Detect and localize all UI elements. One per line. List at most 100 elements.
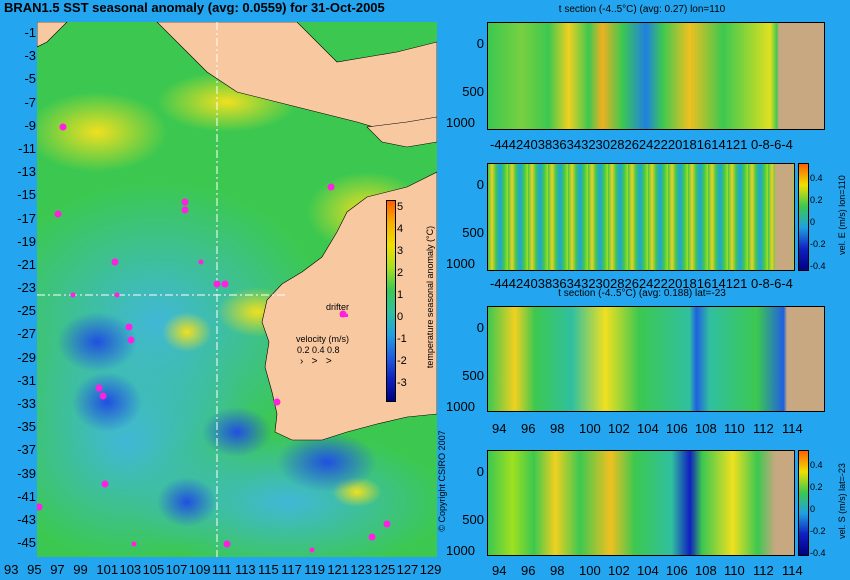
panel4-cb-label: vel. S (m/s) lat=-23: [837, 463, 847, 539]
x-tick: 102: [608, 563, 630, 578]
cb-tick: 0.2: [810, 195, 823, 205]
x-tick: 112: [753, 421, 774, 436]
panel1-depth-ticks: 0 500: [460, 20, 484, 116]
panel4-cb-ticks: 0.4 0.2 0 -0.2 -0.4: [810, 454, 826, 564]
colorbar-ticks: 5 4 3 2 1 0 -1 -2 -3: [397, 196, 407, 394]
cb-tick: -0.4: [810, 261, 826, 271]
cb-tick: -1: [397, 333, 407, 345]
panel2-colorbar: [798, 163, 809, 271]
lat-label: -17: [17, 210, 36, 226]
lat-label: -35: [17, 419, 36, 435]
cb-tick: -0.4: [810, 548, 826, 558]
panel3-plot: [487, 306, 825, 412]
x-tick: 96: [521, 563, 536, 578]
panel4-x-ticks: 94 96 98 100 102 104 106 108 110 112 114: [492, 564, 812, 577]
lat-label: -37: [17, 442, 36, 458]
lon-label: 109: [188, 562, 211, 577]
lat-axis: -1 -3 -5 -7 -9 -11 -13 -15 -17 -19 -21 -…: [6, 26, 36, 559]
depth-tick: 500: [462, 512, 484, 527]
depth-tick: 0: [476, 464, 484, 479]
x-tick: 108: [695, 563, 717, 578]
lat-label: -39: [17, 465, 36, 481]
depth-tick: 0: [476, 320, 484, 335]
depth-tick: 1000: [446, 256, 475, 271]
depth-tick: 500: [462, 225, 484, 240]
cb-tick: -3: [397, 377, 407, 389]
cb-tick: -0.2: [810, 526, 826, 536]
cb-tick: 2: [397, 267, 404, 279]
x-tick: 100: [579, 563, 601, 578]
depth-tick: 1000: [446, 115, 475, 130]
cb-tick: 0.4: [810, 173, 823, 183]
lat-label: -3: [24, 48, 36, 64]
lon-label: 103: [119, 562, 142, 577]
drifter-marker: [340, 314, 348, 317]
panel4-plot: [487, 450, 795, 556]
main-title: BRAN1.5 SST seasonal anomaly (avg: 0.055…: [4, 0, 385, 15]
depth-tick: 500: [462, 84, 484, 99]
lon-label: 105: [142, 562, 165, 577]
panel1-plot: [487, 22, 825, 130]
panel2-x-ticks: -44424038363432302826242220181614121 0-8…: [490, 276, 793, 291]
depth-tick: 500: [462, 368, 484, 383]
lon-label: 121: [327, 562, 350, 577]
x-tick: 104: [637, 421, 659, 436]
lon-label: 95: [27, 562, 42, 577]
lat-label: -9: [24, 117, 36, 133]
lat-label: -27: [17, 326, 36, 342]
lon-axis: 93 95 97 99 101 103 105 107 109 111 113 …: [4, 563, 444, 576]
cb-tick: -0.2: [810, 239, 826, 249]
x-tick: 100: [579, 421, 601, 436]
lat-label: -41: [17, 488, 36, 504]
panel3-title: t section (-4..5°C) (avg: 0.188) lat=-23: [558, 288, 726, 299]
drifter-label: drifter: [326, 302, 350, 312]
x-tick: 104: [637, 563, 659, 578]
depth-tick: 0: [476, 36, 484, 51]
panel2-land: [775, 164, 793, 270]
panel2-depth-ticks: 0 500: [460, 161, 484, 257]
land-sumatra: [37, 22, 68, 48]
x-tick: 114: [782, 563, 803, 578]
lon-label: 93: [4, 562, 19, 577]
cb-tick: 0: [810, 504, 816, 514]
cb-tick: -2: [397, 355, 407, 367]
cb-tick: 0.4: [810, 460, 823, 470]
lon-label: 119: [304, 562, 325, 577]
lon-label: 99: [73, 562, 88, 577]
x-tick: 106: [666, 421, 688, 436]
cb-tick: 5: [397, 201, 404, 213]
cb-tick: 1: [397, 289, 404, 301]
x-tick: 102: [608, 421, 630, 436]
panel2-plot: [487, 163, 795, 271]
panel3-depth-ticks: 0 500: [460, 304, 484, 400]
lat-label: -1: [24, 25, 36, 40]
lon-label: 97: [50, 562, 65, 577]
x-tick: 98: [550, 563, 565, 578]
x-tick: 110: [724, 421, 745, 436]
cb-tick: 0: [810, 217, 816, 227]
lon-label: 123: [350, 562, 373, 577]
velocity-scale: 0.2 0.4 0.8: [297, 345, 340, 355]
cb-tick: 3: [397, 245, 404, 257]
lat-label: -19: [17, 233, 36, 249]
lat-label: -15: [17, 187, 36, 203]
panel2-cb-label: vel. E (m/s) lon=110: [837, 175, 847, 255]
velocity-label: velocity (m/s): [296, 334, 350, 344]
lat-label: -43: [17, 511, 36, 527]
lat-label: -33: [17, 396, 36, 411]
panel4-colorbar: [798, 450, 809, 556]
lon-label: 115: [258, 562, 279, 577]
colorbar-label: temperature seasonal anomaly (°C): [425, 225, 435, 369]
depth-tick: 1000: [446, 399, 475, 414]
lon-label: 113: [234, 562, 256, 577]
x-tick: 110: [724, 563, 745, 578]
lat-label: -13: [17, 164, 36, 180]
cb-tick: 4: [397, 223, 404, 235]
lat-label: -25: [17, 303, 36, 319]
panel1-x-ticks: -44424038363432302826242220181614121 0-8…: [490, 137, 793, 152]
lat-label: -45: [17, 535, 36, 551]
x-tick: 98: [550, 421, 565, 436]
lon-label: 101: [96, 562, 119, 577]
x-tick: 94: [492, 421, 507, 436]
lon-label: 125: [373, 562, 396, 577]
